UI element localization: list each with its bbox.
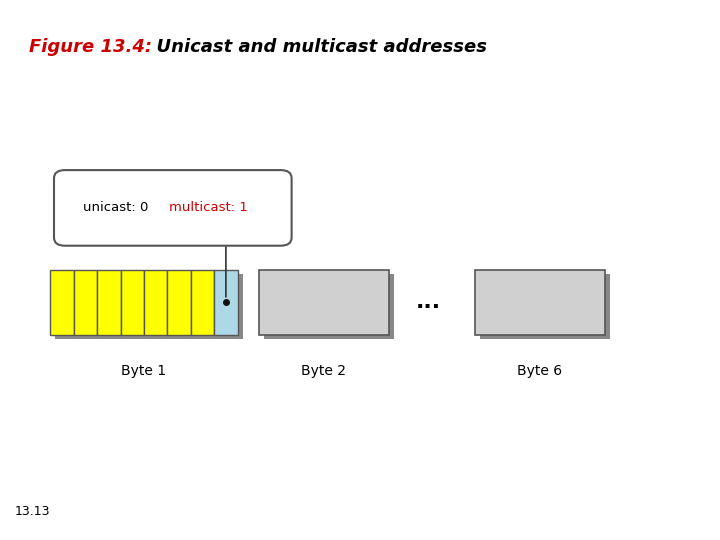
FancyBboxPatch shape	[97, 270, 121, 335]
Text: multicast: 1: multicast: 1	[169, 201, 248, 214]
FancyBboxPatch shape	[55, 274, 243, 339]
Text: Byte 1: Byte 1	[122, 364, 166, 379]
FancyBboxPatch shape	[264, 274, 394, 339]
FancyBboxPatch shape	[259, 270, 389, 335]
FancyBboxPatch shape	[167, 270, 191, 335]
FancyBboxPatch shape	[475, 270, 605, 335]
FancyBboxPatch shape	[74, 270, 97, 335]
Text: Figure 13.4:: Figure 13.4:	[29, 38, 152, 56]
Text: unicast: 0: unicast: 0	[83, 201, 148, 214]
Text: Byte 6: Byte 6	[518, 364, 562, 379]
Text: 13.13: 13.13	[14, 505, 50, 518]
Text: Unicast and multicast addresses: Unicast and multicast addresses	[144, 38, 487, 56]
FancyBboxPatch shape	[480, 274, 610, 339]
Text: Byte 2: Byte 2	[302, 364, 346, 379]
FancyBboxPatch shape	[144, 270, 167, 335]
Text: ...: ...	[416, 292, 441, 313]
FancyBboxPatch shape	[215, 270, 238, 335]
FancyBboxPatch shape	[191, 270, 215, 335]
FancyBboxPatch shape	[54, 170, 292, 246]
FancyBboxPatch shape	[50, 270, 74, 335]
FancyBboxPatch shape	[121, 270, 144, 335]
